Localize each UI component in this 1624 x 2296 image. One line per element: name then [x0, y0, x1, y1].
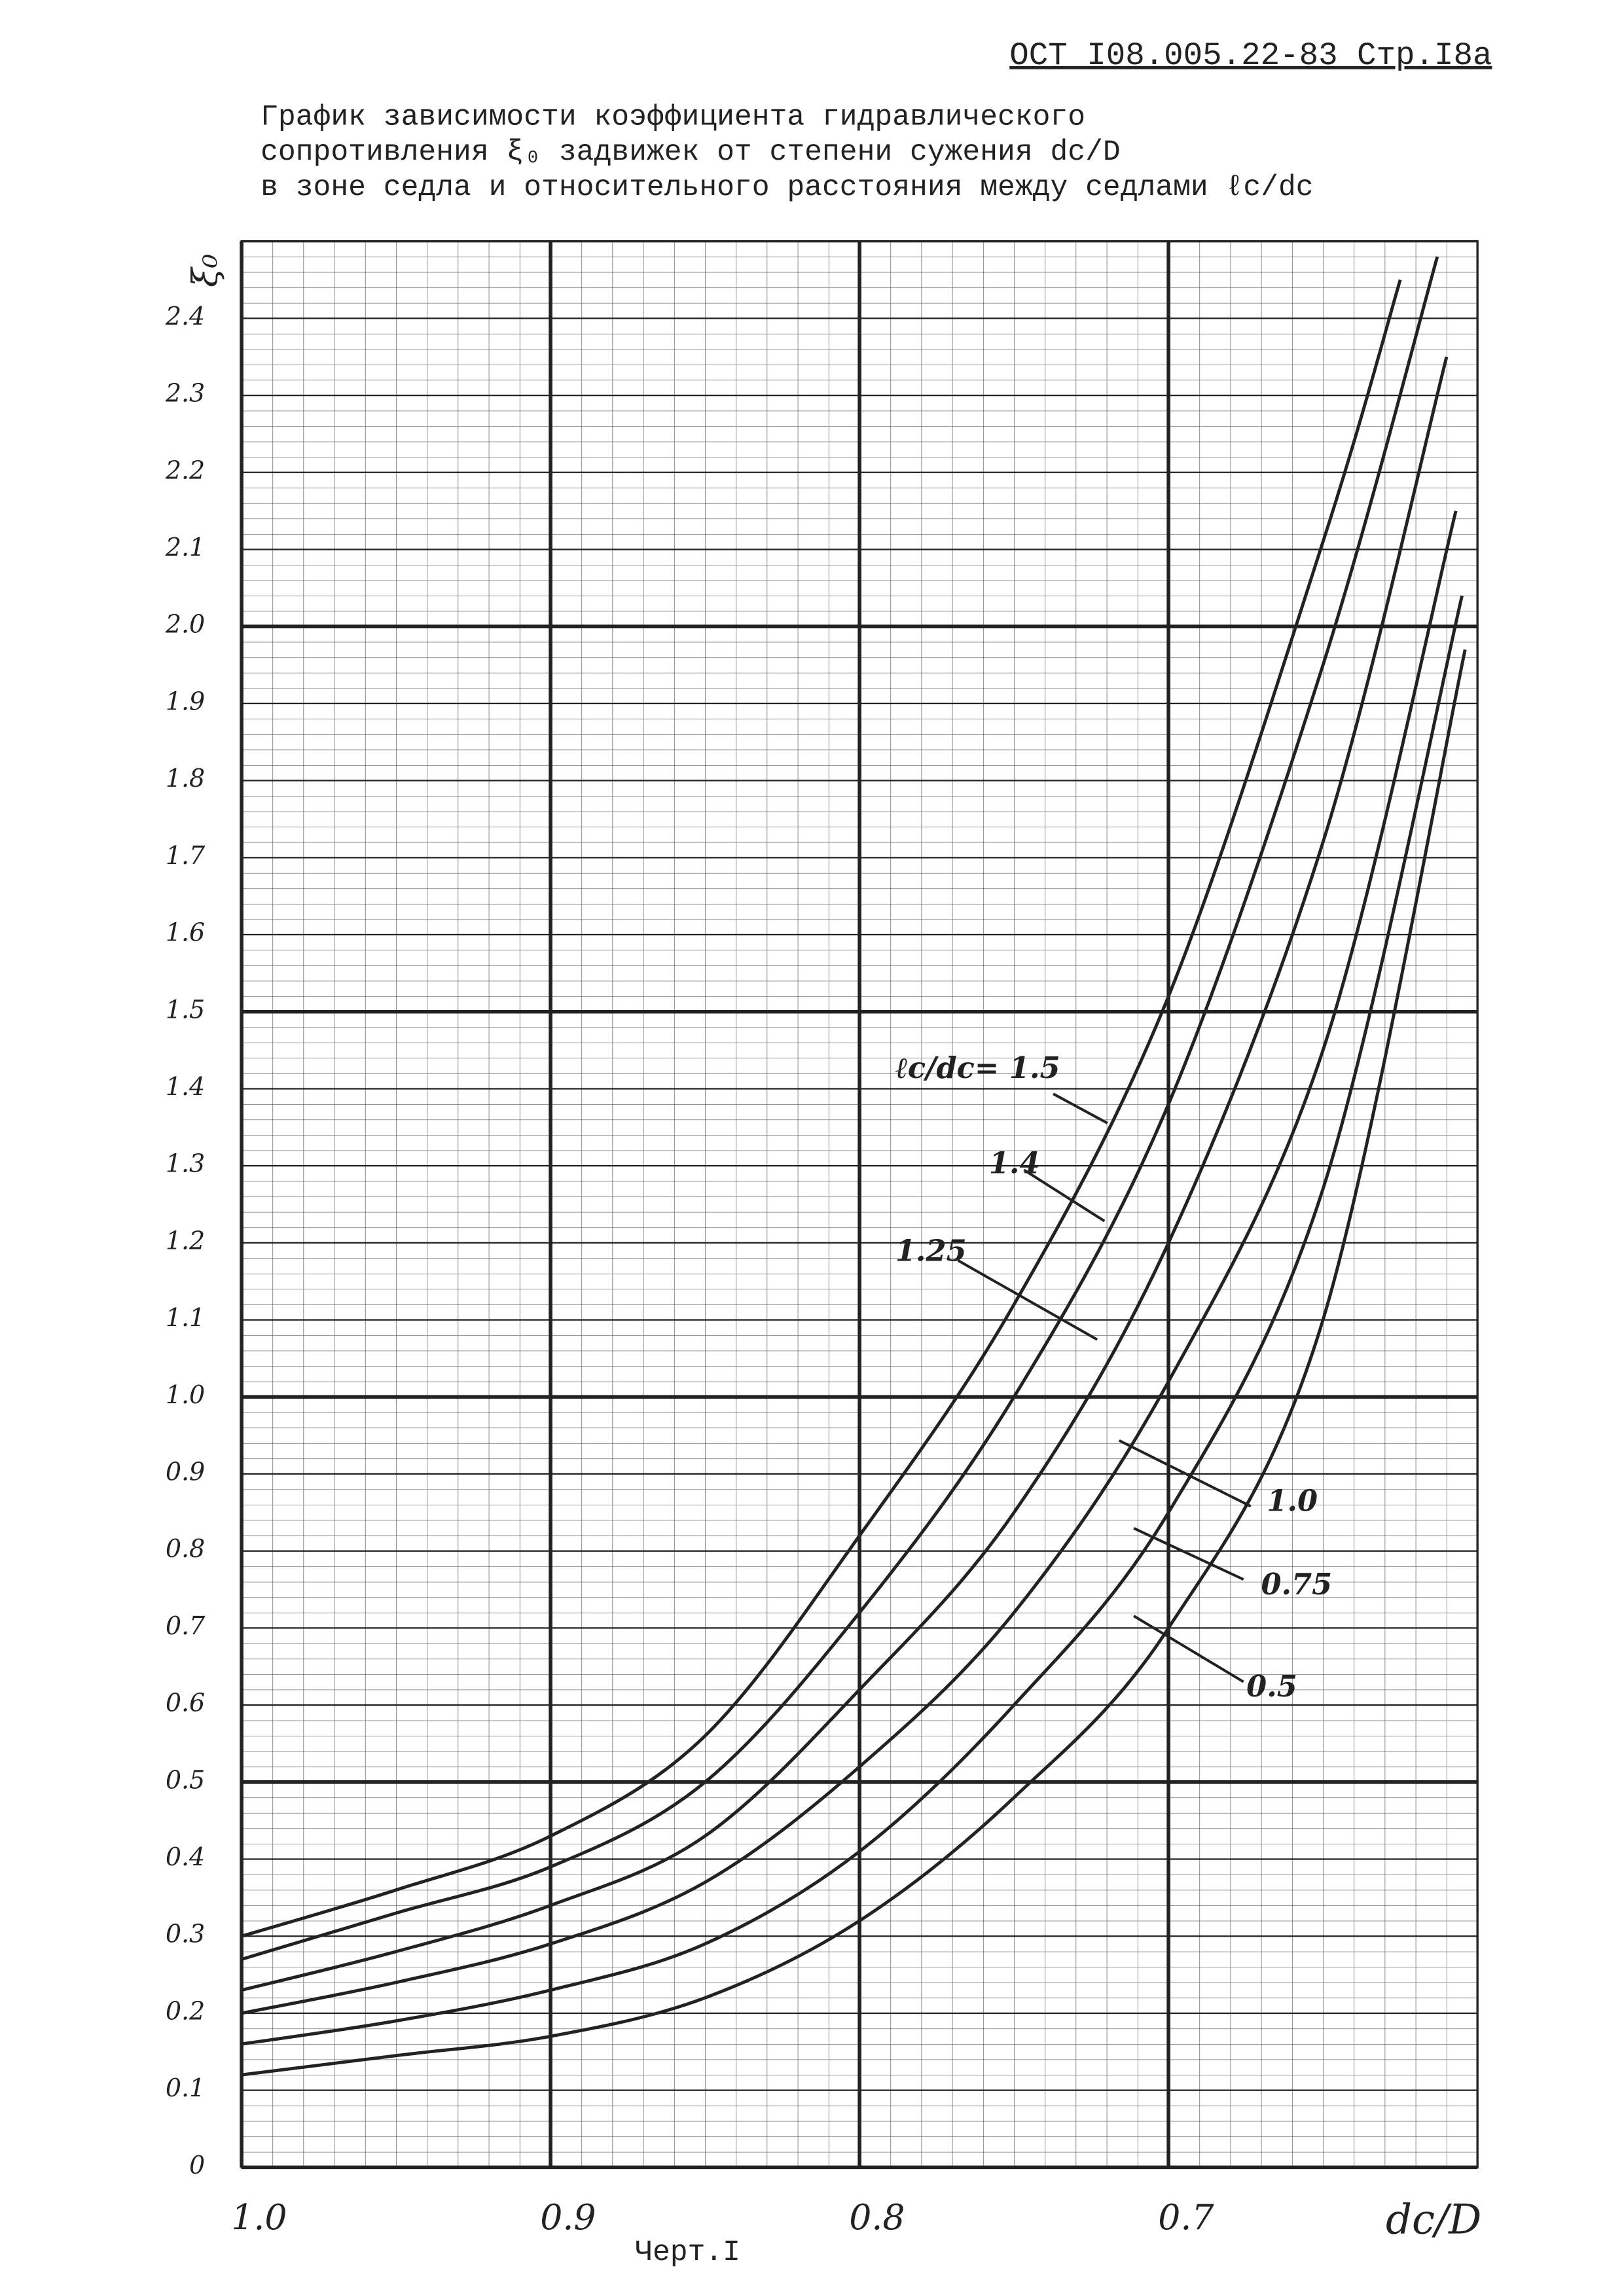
title-line: в зоне седла и относительного расстояния…: [261, 171, 1313, 204]
y-tick-label: 1.8: [166, 764, 205, 793]
y-tick-label: 2.4: [165, 302, 205, 331]
legend-label: 1.4: [989, 1145, 1040, 1180]
title-line: График зависимости коэффициента гидравли…: [261, 101, 1085, 134]
legend-label: 1.0: [1267, 1483, 1318, 1518]
leader-line: [957, 1259, 1098, 1341]
y-tick-label: 1.9: [166, 687, 205, 715]
y-tick-label: 2.0: [165, 610, 205, 639]
y-tick-label: 0.1: [166, 2073, 205, 2102]
leader-line: [1133, 1527, 1244, 1581]
legend-label: 1.25: [895, 1233, 967, 1268]
curve: [241, 256, 1439, 1961]
y-tick-label: 0.5: [166, 1765, 205, 1794]
leader-line: [1053, 1092, 1108, 1124]
y-tick-label: 1.7: [166, 841, 206, 870]
leader-line: [1023, 1168, 1106, 1223]
caption: Черт.I: [635, 2236, 740, 2269]
y-tick-label: 0.6: [166, 1689, 205, 1717]
y-tick-label: 0.3: [166, 1920, 205, 1948]
title-line: сопротивления ξ₀ задвижек от степени суж…: [261, 136, 1121, 169]
curve: [241, 595, 1464, 2046]
y-tick-label: 0.2: [166, 1996, 205, 2025]
curve: [241, 511, 1458, 2015]
y-tick-label: 1.6: [166, 918, 205, 947]
x-axis-label: dc/D: [1386, 2195, 1481, 2243]
y-tick-label: 0.4: [166, 1842, 205, 1871]
y-tick-label: 1.1: [166, 1303, 205, 1332]
page-header: ОСТ I08.005.22-83 Стр.I8а: [1009, 37, 1492, 74]
y-tick-label: 1.3: [166, 1149, 205, 1178]
curve: [241, 356, 1449, 1992]
curve: [241, 279, 1402, 1938]
x-tick-label: 0.9: [540, 2197, 596, 2238]
y-tick-label: 2.1: [165, 533, 205, 562]
y-tick-label: 0.7: [166, 1611, 206, 1640]
y-tick-label: 1.2: [166, 1226, 205, 1255]
y-tick-label: 1.0: [166, 1380, 205, 1409]
leader-line: [1133, 1615, 1244, 1683]
x-tick-label: 1.0: [231, 2197, 287, 2238]
legend-label: ℓc/dc= 1.5: [895, 1050, 1060, 1085]
y-tick-label: 2.3: [165, 379, 205, 408]
y-tick-label: 1.5: [166, 995, 205, 1024]
legend-label: 0.75: [1261, 1567, 1332, 1602]
legend-label: 0.5: [1246, 1669, 1297, 1704]
y-tick-label: 0.9: [166, 1458, 205, 1486]
curve: [241, 649, 1467, 2077]
y-axis-label: ξ₀: [185, 254, 226, 287]
y-tick-label: 0.8: [166, 1534, 205, 1563]
y-tick-label: 0: [189, 2151, 205, 2179]
x-tick-label: 0.8: [849, 2197, 905, 2238]
y-tick-label: 2.2: [165, 456, 205, 484]
leader-line: [1118, 1439, 1252, 1508]
y-tick-label: 1.4: [166, 1072, 205, 1101]
x-tick-label: 0.7: [1158, 2197, 1214, 2238]
